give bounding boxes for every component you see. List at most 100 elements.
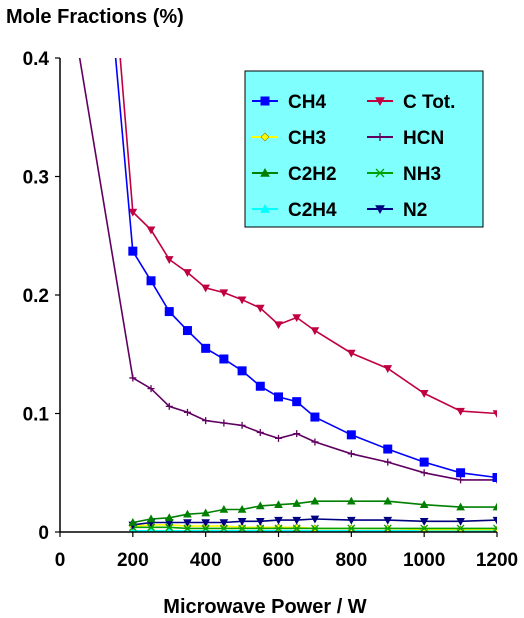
data-point-ch4	[310, 412, 320, 422]
data-point-c2h4	[147, 526, 155, 532]
data-point-ch4	[182, 326, 192, 336]
series-nh3	[128, 523, 497, 532]
x-tick-label: 800	[335, 550, 367, 571]
data-point-c2h2	[346, 496, 356, 505]
data-point-hcn	[165, 402, 173, 410]
data-point-hcn	[129, 374, 137, 382]
data-point-hcn	[220, 419, 228, 427]
data-point-hcn	[311, 438, 319, 446]
data-point-hcn	[457, 476, 465, 484]
data-point-nh3	[383, 524, 392, 532]
data-point-nh3	[456, 524, 465, 532]
series-line-n2	[132, 518, 497, 526]
data-point-c-tot	[310, 327, 320, 336]
x-tick-label: 600	[263, 550, 295, 571]
data-point-c-tot	[255, 304, 265, 313]
legend-label: NH3	[403, 164, 441, 185]
legend-swatch-marker	[376, 133, 384, 141]
data-point-ch4	[274, 392, 283, 402]
data-point-c2h2	[383, 496, 393, 505]
data-point-c2h4	[166, 526, 173, 532]
series-layer	[78, 58, 497, 532]
data-point-n2	[292, 516, 302, 525]
legend-item-c2h2: C2H2	[252, 164, 337, 185]
data-point-ch4	[346, 430, 356, 440]
data-point-nh3	[256, 524, 265, 532]
legend-item-ch4: CH4	[252, 92, 326, 113]
data-point-ch4	[219, 354, 229, 364]
data-point-hcn	[238, 421, 246, 429]
x-tick-label: 1200	[476, 550, 518, 571]
data-point-ch4	[456, 468, 466, 478]
data-point-c2h2	[128, 517, 138, 526]
data-point-n2	[237, 518, 247, 526]
data-point-c2h2	[255, 501, 265, 510]
data-point-nh3	[183, 524, 192, 532]
x-tick-label: 1000	[403, 550, 445, 571]
data-point-n2	[383, 516, 393, 525]
data-point-c-tot	[128, 208, 138, 217]
data-point-hcn	[275, 434, 282, 442]
data-point-n2	[456, 518, 465, 526]
data-point-n2	[201, 519, 211, 528]
data-point-c2h2	[292, 499, 302, 507]
legend-item-n2: N2	[367, 200, 427, 221]
data-point-c-tot	[346, 349, 356, 358]
data-point-c-tot	[219, 289, 229, 298]
legend-label: HCN	[403, 128, 444, 149]
legend-swatch-marker	[260, 132, 270, 142]
data-point-hcn	[202, 417, 210, 425]
data-point-n2	[419, 518, 429, 526]
data-point-nh3	[147, 523, 156, 532]
legend-box	[244, 70, 484, 228]
data-point-c2h2	[237, 504, 247, 513]
data-point-ch3	[274, 523, 283, 532]
data-point-c2h2	[146, 514, 156, 523]
data-point-ch4	[383, 444, 393, 454]
data-point-c-tot	[292, 314, 302, 323]
series-line-ch4	[114, 58, 497, 479]
legend-item-c-tot: C Tot.	[367, 92, 455, 113]
data-point-ch4	[201, 343, 211, 353]
x-tick-label: 0	[55, 550, 66, 571]
x-tick-label: 400	[190, 550, 222, 571]
data-point-nh3	[493, 524, 497, 532]
data-point-ch4	[146, 276, 156, 286]
y-tick-label: 0	[38, 523, 49, 544]
data-point-hcn	[183, 408, 191, 416]
data-point-nh3	[238, 524, 247, 532]
legend-swatch-marker	[375, 97, 385, 107]
data-point-n2	[492, 516, 497, 525]
legend-label: C2H4	[288, 200, 337, 221]
series-line-nh3	[132, 526, 497, 530]
data-point-nh3	[274, 524, 283, 532]
series-c-tot	[119, 58, 497, 419]
legend: CH4 CH3 C2H2 C2H4 C Tot. HCN NH3 N2	[244, 70, 484, 228]
data-point-nh3	[420, 524, 429, 532]
legend-item-hcn: HCN	[367, 128, 444, 149]
data-point-c2h2	[201, 508, 211, 517]
legend-label: N2	[403, 200, 427, 221]
y-tick-label: 0.1	[23, 405, 50, 426]
data-point-ch4	[255, 381, 265, 391]
series-ch4	[114, 58, 497, 482]
data-point-c2h2	[219, 504, 229, 513]
data-point-ch3	[292, 523, 301, 532]
x-tick-label: 200	[117, 550, 149, 571]
data-point-n2	[310, 515, 320, 524]
data-point-nh3	[347, 524, 356, 532]
legend-label: CH3	[288, 128, 326, 149]
y-tick-label: 0.3	[23, 168, 49, 189]
data-point-hcn	[256, 428, 264, 436]
data-point-hcn	[420, 469, 428, 477]
legend-swatch-marker	[375, 168, 385, 178]
data-point-n2	[183, 519, 192, 528]
data-point-c2h2	[164, 513, 174, 522]
data-point-c-tot	[183, 269, 192, 278]
data-point-c-tot	[419, 390, 429, 398]
tick-labels: 0 200 400 600 800 1000 1200 0 0.1 0.2 0.3 0.4	[23, 49, 519, 571]
data-point-c-tot	[274, 321, 283, 330]
data-point-c2h2	[183, 509, 192, 518]
data-point-c-tot	[164, 256, 174, 264]
